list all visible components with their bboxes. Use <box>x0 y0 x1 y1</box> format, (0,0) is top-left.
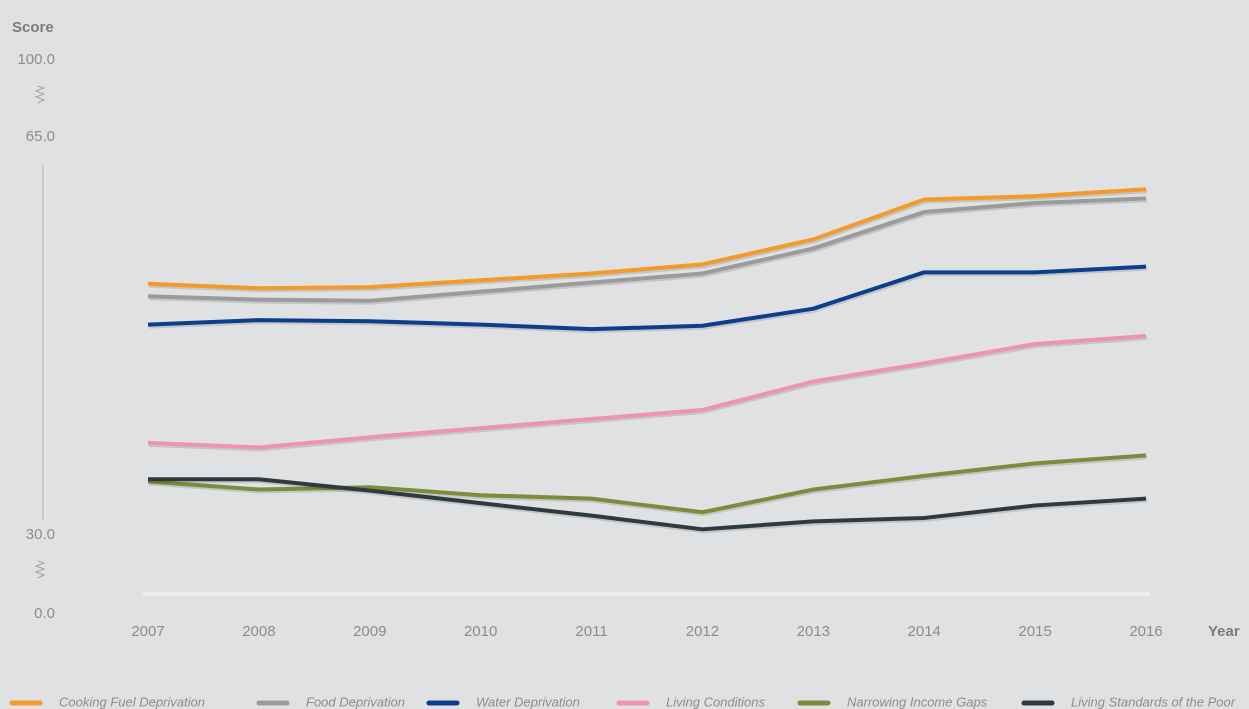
legend-label: Food Deprivation <box>306 694 405 709</box>
series-line <box>147 187 1147 291</box>
x-tick-label: 2007 <box>131 623 164 640</box>
x-tick-label: 2009 <box>353 623 386 640</box>
legend-label: Cooking Fuel Deprivation <box>59 694 205 709</box>
y-tick-label: 30.0 <box>26 526 55 543</box>
y-tick-label: 100.0 <box>17 51 55 68</box>
legend-label: Narrowing Income Gaps <box>847 694 988 709</box>
legend-label: Living Standards of the Poor <box>1071 694 1236 709</box>
legend-label: Water Deprivation <box>476 694 580 709</box>
x-axis-label: Year <box>1208 623 1240 640</box>
y-tick-label: 0.0 <box>34 605 55 622</box>
x-tick-label: 2010 <box>464 623 497 640</box>
series-line <box>147 334 1147 450</box>
y-tick-label: 65.0 <box>26 128 55 145</box>
line-shadow <box>148 336 1148 452</box>
x-tick-label: 2015 <box>1018 623 1051 640</box>
x-tick-label: 2012 <box>686 623 719 640</box>
y-axis-label: Score <box>12 19 54 36</box>
series-line <box>147 196 1147 303</box>
axis-break <box>34 85 46 104</box>
x-tick-label: 2011 <box>575 623 607 640</box>
line-shadow <box>148 189 1148 293</box>
axis-break <box>34 560 46 579</box>
x-tick-label: 2016 <box>1129 623 1162 640</box>
legend-label: Living Conditions <box>666 694 766 709</box>
series-line <box>147 453 1147 515</box>
series-line <box>148 477 1147 532</box>
x-tick-label: 2013 <box>797 623 830 640</box>
series-line <box>147 264 1147 332</box>
x-tick-label: 2014 <box>908 623 941 640</box>
x-tick-label: 2008 <box>242 623 275 640</box>
